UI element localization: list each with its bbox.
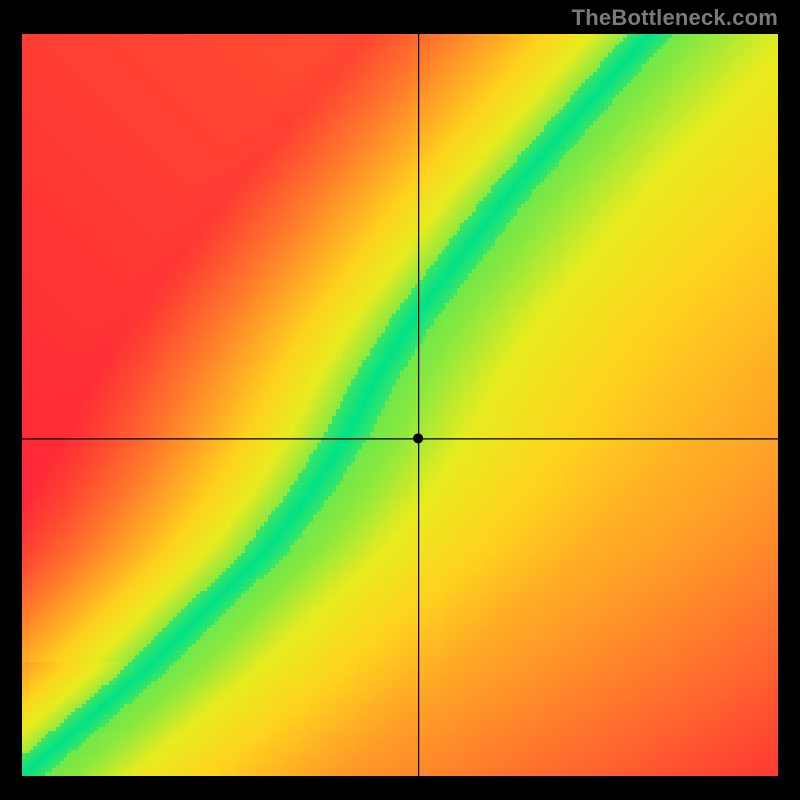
chart-frame: TheBottleneck.com bbox=[0, 0, 800, 800]
watermark-text: TheBottleneck.com bbox=[572, 5, 778, 31]
heatmap-canvas bbox=[22, 34, 778, 776]
